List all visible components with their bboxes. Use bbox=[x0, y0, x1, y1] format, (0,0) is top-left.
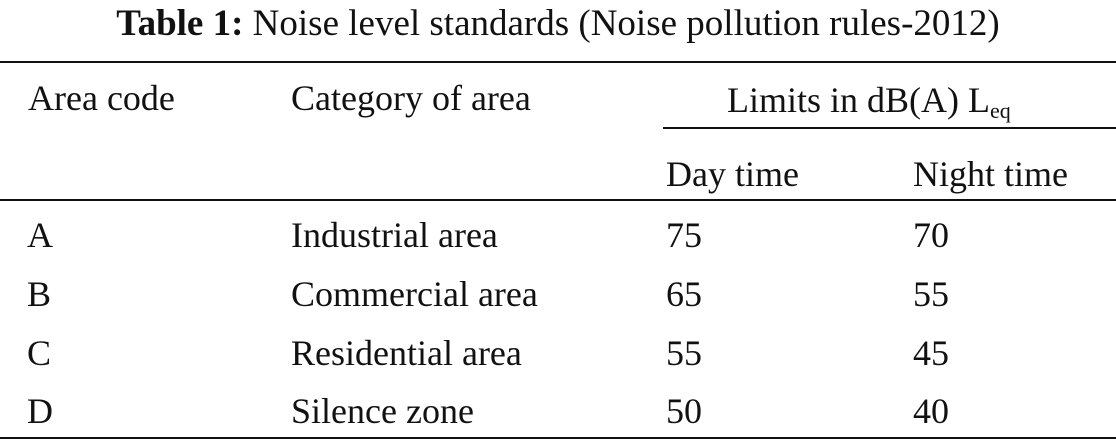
header-limits: Limits in dB(A) Leq bbox=[727, 78, 1011, 122]
cell-night-limit: 70 bbox=[913, 215, 949, 255]
header-limits-main: Limits in dB(A) L bbox=[727, 80, 990, 120]
header-day-time: Day time bbox=[666, 154, 799, 194]
cell-area-code: C bbox=[27, 333, 52, 373]
cell-night-limit: 40 bbox=[913, 391, 949, 431]
cell-night-limit: 55 bbox=[913, 274, 949, 314]
cell-category: Commercial area bbox=[291, 274, 538, 314]
cell-night-limit: 45 bbox=[913, 333, 949, 373]
cell-day-limit: 50 bbox=[666, 391, 702, 431]
cell-area-code: B bbox=[27, 274, 52, 314]
cell-category: Silence zone bbox=[291, 391, 474, 431]
header-bottom-rule bbox=[0, 199, 1116, 201]
header-limits-subscript: eq bbox=[990, 98, 1011, 123]
cell-day-limit: 75 bbox=[666, 215, 702, 255]
cell-category: Industrial area bbox=[291, 215, 498, 255]
caption-label: Table 1: bbox=[116, 3, 244, 44]
cell-area-code: D bbox=[27, 391, 53, 431]
cell-area-code: A bbox=[27, 215, 53, 255]
limits-group-rule bbox=[663, 127, 1116, 129]
bottom-rule bbox=[0, 437, 1116, 439]
cell-category: Residential area bbox=[291, 333, 522, 373]
top-rule bbox=[0, 61, 1116, 63]
header-night-time: Night time bbox=[913, 154, 1068, 194]
cell-day-limit: 55 bbox=[666, 333, 702, 373]
cell-day-limit: 65 bbox=[666, 274, 702, 314]
header-category: Category of area bbox=[291, 78, 531, 118]
caption-text: Noise level standards (Noise pollution r… bbox=[252, 3, 1000, 44]
table-caption: Table 1: Noise level standards (Noise po… bbox=[0, 2, 1116, 46]
header-area-code: Area code bbox=[28, 78, 175, 118]
